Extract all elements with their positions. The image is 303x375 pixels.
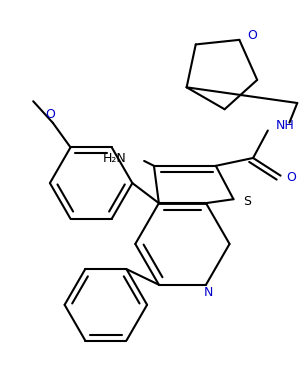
Text: O: O (247, 29, 257, 42)
Text: N: N (203, 286, 213, 299)
Text: O: O (45, 108, 55, 122)
Text: NH: NH (276, 119, 295, 132)
Text: H₂N: H₂N (103, 153, 126, 165)
Text: S: S (243, 195, 251, 208)
Text: O: O (286, 171, 296, 184)
